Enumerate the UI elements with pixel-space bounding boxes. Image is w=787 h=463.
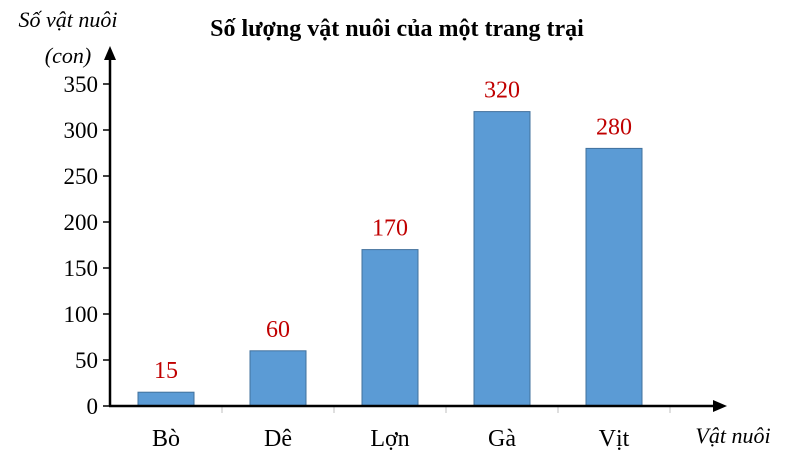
bar-2 bbox=[361, 249, 419, 407]
y-tick-label: 200 bbox=[64, 210, 99, 235]
category-label: Vịt bbox=[599, 426, 630, 452]
x-axis-arrow bbox=[713, 400, 727, 412]
bars bbox=[137, 111, 643, 407]
category-label: Bò bbox=[152, 426, 180, 452]
category-labels: Bò Dê Lợn Gà Vịt bbox=[152, 426, 630, 452]
category-label: Lợn bbox=[370, 426, 409, 452]
bar-4 bbox=[585, 147, 643, 407]
y-tick-label: 350 bbox=[64, 72, 99, 97]
x-axis-label: Vật nuôi bbox=[695, 423, 770, 448]
category-label: Dê bbox=[264, 426, 292, 452]
data-label: 280 bbox=[596, 114, 632, 140]
y-axis-arrow bbox=[104, 46, 116, 60]
y-tick-label: 50 bbox=[75, 348, 98, 373]
data-labels: 15 60 170 320 280 bbox=[154, 78, 632, 385]
bar-3 bbox=[473, 111, 531, 407]
data-label: 60 bbox=[266, 317, 290, 343]
data-label: 170 bbox=[372, 216, 408, 242]
y-tick-label: 300 bbox=[64, 118, 99, 143]
y-axis-label-line2: (con) bbox=[45, 43, 91, 68]
chart-title: Số lượng vật nuôi của một trang trại bbox=[210, 16, 584, 42]
y-axis-ticks: 0 50 100 150 200 250 300 350 bbox=[64, 72, 110, 419]
y-tick-label: 150 bbox=[64, 256, 99, 281]
y-axis-label-line1: Số vật nuôi bbox=[19, 7, 118, 32]
category-label: Gà bbox=[488, 426, 516, 452]
y-tick-label: 250 bbox=[64, 164, 99, 189]
y-tick-label: 0 bbox=[87, 394, 99, 419]
bar-0 bbox=[137, 391, 195, 407]
data-label: 320 bbox=[484, 78, 520, 104]
y-tick-label: 100 bbox=[64, 302, 99, 327]
data-label: 15 bbox=[154, 358, 178, 384]
bar-1 bbox=[249, 350, 307, 407]
